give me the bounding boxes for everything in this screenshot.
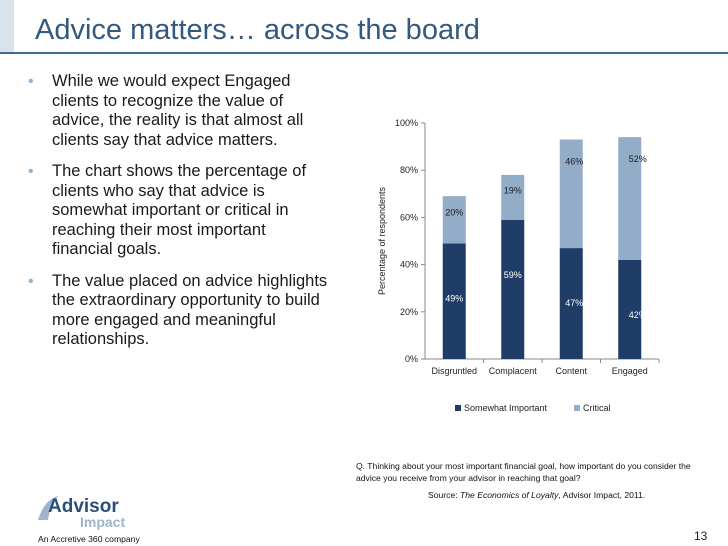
bullet-item: • The chart shows the percentage of clien… bbox=[28, 162, 328, 260]
source-note: Source: The Economics of Loyalty, Adviso… bbox=[428, 490, 645, 500]
data-label: 20% bbox=[445, 207, 463, 217]
legend-swatch-somewhat-important bbox=[455, 405, 461, 411]
y-tick-label: 100% bbox=[395, 118, 418, 128]
logo-text-bottom: Impact bbox=[80, 514, 125, 530]
bullet-item: • The value placed on advice highlights t… bbox=[28, 272, 328, 350]
x-tick-label: Content bbox=[555, 366, 587, 376]
bar-critical bbox=[501, 174, 525, 220]
bar-somewhat-important bbox=[618, 259, 642, 359]
source-label: Source: bbox=[428, 490, 461, 500]
bar-critical bbox=[618, 137, 642, 260]
y-tick-label: 60% bbox=[400, 212, 418, 222]
company-tagline: An Accretive 360 company bbox=[38, 534, 140, 544]
bullet-text: While we would expect Engaged clients to… bbox=[52, 72, 304, 149]
bullet-dot-icon: • bbox=[28, 163, 34, 180]
bar-somewhat-important bbox=[442, 243, 466, 359]
data-label: 46% bbox=[565, 156, 583, 166]
y-axis-title: Percentage of respondents bbox=[377, 186, 387, 295]
bullet-list: • While we would expect Engaged clients t… bbox=[28, 72, 328, 362]
page-number: 13 bbox=[694, 529, 708, 543]
data-label: 19% bbox=[504, 186, 522, 196]
bar-somewhat-important bbox=[559, 248, 583, 359]
legend-swatch-critical bbox=[574, 405, 580, 411]
title-bar: Advice matters… across the board bbox=[0, 0, 728, 54]
survey-question: Q. Thinking about your most important fi… bbox=[356, 461, 691, 483]
bullet-dot-icon: • bbox=[28, 272, 34, 290]
y-tick-label: 20% bbox=[400, 307, 418, 317]
source-title: The Economics of Loyalty bbox=[460, 490, 559, 500]
data-label: 47% bbox=[565, 298, 583, 308]
x-tick-label: Disgruntled bbox=[431, 366, 477, 376]
bar-critical bbox=[442, 196, 466, 244]
stacked-bar-chart: 0% 20% 40% 60% 80% 100% Percentage of responde… bbox=[377, 118, 660, 413]
x-tick-label: Complacent bbox=[489, 366, 538, 376]
data-label: 52% bbox=[629, 154, 647, 164]
y-tick-label: 40% bbox=[400, 260, 418, 270]
title-rule bbox=[0, 52, 728, 54]
legend-label: Critical bbox=[583, 403, 611, 413]
bar-somewhat-important bbox=[501, 219, 525, 359]
bar-critical bbox=[559, 139, 583, 249]
bullet-text: The chart shows the percentage of client… bbox=[52, 162, 307, 258]
data-label: 59% bbox=[504, 270, 522, 280]
source-rest: , Advisor Impact, 2011. bbox=[558, 490, 646, 500]
bullet-text: The value placed on advice highlights th… bbox=[52, 271, 328, 349]
data-label: 42% bbox=[629, 310, 647, 320]
title-accent bbox=[0, 0, 14, 54]
y-tick-label: 80% bbox=[400, 165, 418, 175]
logo-text-top: Advisor bbox=[48, 496, 119, 517]
x-tick-label: Engaged bbox=[612, 366, 648, 376]
slide-title: Advice matters… across the board bbox=[35, 14, 480, 46]
y-tick-label: 0% bbox=[405, 354, 418, 364]
legend-label: Somewhat Important bbox=[464, 403, 548, 413]
bullet-item: • While we would expect Engaged clients t… bbox=[28, 72, 328, 150]
advisor-impact-logo: Advisor Impact bbox=[38, 496, 125, 530]
data-label: 49% bbox=[445, 293, 463, 303]
bullet-dot-icon: • bbox=[28, 73, 34, 90]
